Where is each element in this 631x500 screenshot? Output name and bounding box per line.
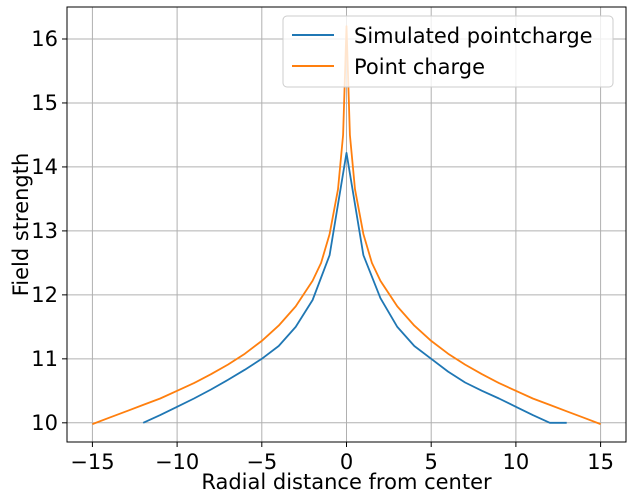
series-line-1 — [142, 151, 567, 424]
y-tick-label: 10 — [31, 411, 58, 435]
x-tick-label: 0 — [340, 450, 353, 474]
x-tick-label: 5 — [425, 450, 438, 474]
legend-label: Simulated pointcharge — [354, 24, 593, 48]
y-tick-label: 15 — [31, 91, 58, 115]
x-tick-label: 10 — [503, 450, 530, 474]
y-tick-label: 11 — [31, 347, 58, 371]
x-tick-label: −5 — [246, 450, 277, 474]
y-axis-label: Field strength — [9, 153, 33, 297]
legend: Simulated pointcharge Point charge — [282, 15, 614, 88]
y-tick-label: 16 — [31, 27, 58, 51]
x-axis-label: Radial distance from center — [201, 470, 492, 494]
legend-label: Point charge — [354, 55, 485, 79]
y-tick-label: 13 — [31, 219, 58, 243]
x-tick-label: 15 — [587, 450, 614, 474]
ticks: −15 −10 −5 0 5 10 15 10 11 12 13 14 15 16 — [31, 27, 614, 474]
y-tick-label: 12 — [31, 283, 58, 307]
x-tick-label: −15 — [70, 450, 114, 474]
x-tick-label: −10 — [155, 450, 199, 474]
y-tick-label: 14 — [31, 155, 58, 179]
legend-box — [282, 15, 614, 88]
